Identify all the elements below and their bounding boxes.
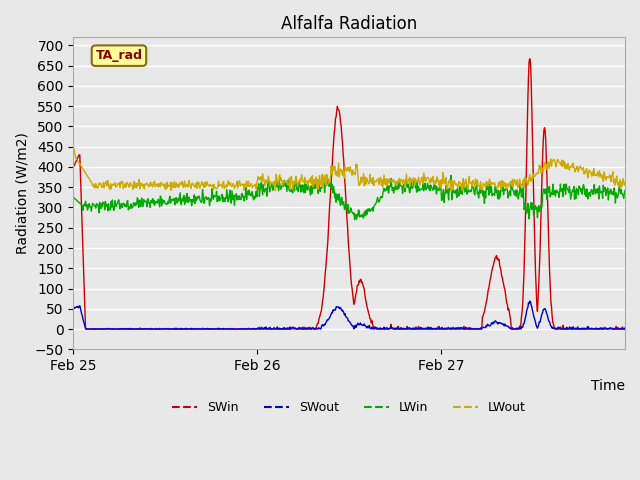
SWin (383, 325, 390, 331)
SWout (383, 326, 390, 332)
SWout (90, 326, 98, 332)
LWin (300, 182, 307, 188)
LWin (351, 217, 358, 223)
LWout (70, 144, 77, 150)
X-axis label: Time: Time (591, 379, 625, 393)
SWin (300, 324, 308, 330)
Line: LWin: LWin (74, 175, 625, 220)
LWout (382, 176, 390, 181)
LWout (447, 188, 455, 193)
SWin (90, 326, 98, 332)
LWout (621, 180, 629, 186)
Legend: SWin, SWout, LWin, LWout: SWin, SWout, LWin, LWout (167, 396, 531, 419)
Y-axis label: Radiation (W/m2): Radiation (W/m2) (15, 132, 29, 254)
LWin (199, 192, 207, 198)
SWin (70, 164, 77, 170)
LWout (300, 179, 307, 185)
SWout (70, 305, 77, 311)
SWin (516, 324, 524, 329)
LWout (270, 179, 278, 184)
Line: SWin: SWin (74, 59, 625, 329)
LWin (270, 182, 278, 188)
SWin (621, 326, 629, 332)
LWin (516, 181, 524, 187)
Line: SWout: SWout (74, 301, 625, 329)
LWin (621, 188, 629, 193)
SWout (526, 298, 534, 304)
LWout (90, 183, 97, 189)
SWout (300, 326, 308, 332)
Line: LWout: LWout (74, 147, 625, 191)
SWout (83, 326, 91, 332)
SWout (516, 326, 524, 332)
SWout (621, 326, 629, 332)
LWin (447, 172, 455, 178)
SWout (200, 326, 207, 332)
LWout (199, 183, 207, 189)
LWin (383, 184, 390, 190)
SWin (200, 326, 207, 332)
SWin (82, 326, 90, 332)
Title: Alfalfa Radiation: Alfalfa Radiation (281, 15, 417, 33)
LWin (90, 202, 97, 207)
SWin (271, 326, 278, 332)
LWin (70, 194, 77, 200)
LWout (516, 176, 524, 182)
SWin (526, 56, 534, 61)
Text: TA_rad: TA_rad (95, 49, 143, 62)
SWout (271, 325, 278, 331)
